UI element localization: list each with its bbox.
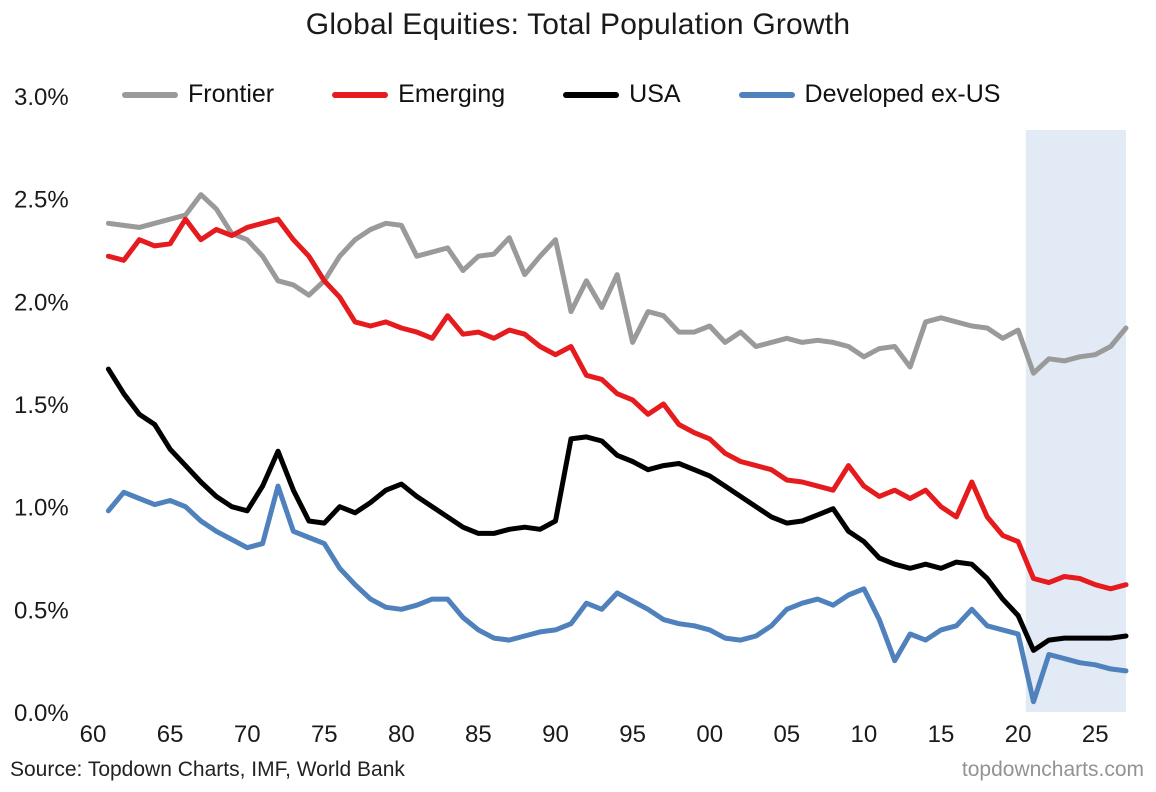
x-axis-tick-label: 80 <box>388 721 415 748</box>
x-axis-tick-label: 60 <box>80 721 107 748</box>
y-axis-tick-label: 1.0% <box>14 495 69 522</box>
legend-item-frontier: Frontier <box>122 80 274 109</box>
legend-swatch <box>738 91 795 98</box>
x-axis-tick-label: 00 <box>696 721 723 748</box>
x-axis-tick-label: 05 <box>773 721 800 748</box>
legend-label: USA <box>629 80 681 108</box>
legend-item-emerging: Emerging <box>332 80 505 109</box>
x-axis-tick-label: 25 <box>1082 721 1109 748</box>
y-axis-tick-label: 3.0% <box>14 84 69 111</box>
chart-title: Global Equities: Total Population Growth <box>305 8 851 41</box>
legend-label: Emerging <box>398 80 506 108</box>
legend-swatch <box>563 91 620 98</box>
x-axis-tick-label: 85 <box>465 721 492 748</box>
legend-item-developed-ex-us: Developed ex-US <box>738 80 1001 109</box>
x-axis-tick-label: 15 <box>928 721 955 748</box>
x-axis-tick-label: 65 <box>157 721 184 748</box>
source-text: Source: Topdown Charts, IMF, World Bank <box>10 758 405 781</box>
y-axis-tick-label: 0.5% <box>14 597 69 624</box>
legend-swatch <box>122 91 178 98</box>
series-line-emerging <box>105 216 1129 592</box>
x-axis-tick-label: 95 <box>619 721 646 748</box>
y-axis-tick-label: 2.0% <box>14 289 69 316</box>
forecast-band <box>1025 130 1126 712</box>
watermark: topdowncharts.com <box>961 758 1144 781</box>
legend-label: Frontier <box>188 80 275 108</box>
x-axis-tick-label: 75 <box>311 721 338 748</box>
series-line-frontier <box>105 192 1129 376</box>
x-axis-tick-label: 90 <box>542 721 569 748</box>
legend-item-usa: USA <box>563 80 681 109</box>
x-axis-tick-label: 10 <box>851 721 878 748</box>
series-line-developed-ex-us <box>105 483 1129 705</box>
legend-swatch <box>332 91 389 98</box>
y-axis-tick-label: 1.5% <box>14 392 69 419</box>
x-axis-tick-label: 20 <box>1005 721 1032 748</box>
x-axis-tick-label: 70 <box>234 721 261 748</box>
y-axis-tick-label: 2.5% <box>14 187 69 214</box>
series-line-usa <box>105 366 1129 653</box>
y-axis-tick-label: 0.0% <box>14 700 69 727</box>
legend-label: Developed ex-US <box>804 80 1001 108</box>
legend: Frontier Emerging USA Developed ex-US <box>122 80 1000 109</box>
